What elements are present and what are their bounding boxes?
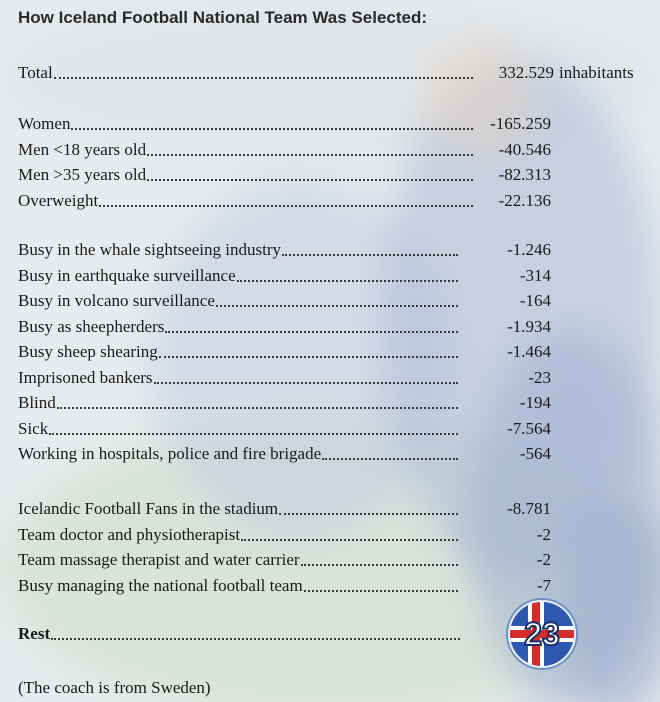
row-value: -194: [519, 393, 551, 412]
row-value: -1.464: [507, 342, 551, 361]
row-value: -8.781: [507, 499, 551, 518]
row-value: -22.136: [498, 190, 551, 210]
dotted-leader: [54, 77, 473, 79]
list-row: Busy in volcano surveillance -164: [18, 289, 658, 313]
list-row: Busy sheep shearing -1.464: [18, 340, 658, 364]
row-label: Icelandic Football Fans in the stadium: [18, 499, 279, 518]
row-label: Women: [18, 114, 71, 133]
row-label: Team doctor and physiotherapist: [18, 524, 241, 544]
row-value: -82.313: [498, 165, 551, 184]
row-value: -164: [519, 291, 551, 310]
row-value: -564: [519, 444, 551, 463]
row-value: -165.259: [490, 114, 551, 133]
row-label: Busy managing the national football team: [18, 575, 303, 595]
row-label: Overweight: [18, 190, 99, 210]
row-value: -1.246: [507, 240, 551, 259]
list-row: Overweight -22.136: [18, 189, 658, 213]
row-label: Busy in earthquake surveillance: [18, 265, 236, 285]
row-value: -2: [536, 524, 551, 544]
unit-label: inhabitants: [559, 63, 634, 82]
dotted-leader: [57, 407, 458, 409]
dotted-leader: [154, 381, 458, 384]
row-value: -40.546: [498, 139, 551, 159]
list-row: Sick -7.564: [18, 417, 658, 441]
row-value: -2: [536, 550, 551, 569]
list-row: Team massage therapist and water carrier…: [18, 548, 658, 572]
dotted-leader: [304, 589, 458, 592]
list-row: Team doctor and physiotherapist -2: [18, 523, 658, 547]
dotted-leader: [99, 204, 473, 207]
list-row: Busy managing the national football team…: [18, 574, 658, 598]
list-row: Imprisoned bankers -23: [18, 366, 658, 390]
rest-count-badge: 23: [523, 615, 561, 653]
list-row: Icelandic Football Fans in the stadium -8…: [18, 497, 658, 521]
row-label: Busy as sheepherders: [18, 316, 165, 336]
dotted-leader: [279, 513, 458, 515]
row-value: -1.934: [507, 316, 551, 336]
list-row: Women -165.259: [18, 112, 658, 136]
dotted-leader: [51, 638, 460, 640]
dotted-leader: [147, 179, 473, 181]
row-value: -23: [528, 367, 551, 387]
row-label: Busy in the whale sightseeing industry: [18, 240, 282, 259]
row-label: Men <18 years old: [18, 139, 147, 159]
dotted-leader: [237, 279, 458, 282]
dotted-leader: [165, 330, 458, 333]
footnote: (The coach is from Sweden): [18, 678, 211, 697]
row-label: Team massage therapist and water carrier: [18, 550, 300, 569]
dotted-leader: [216, 305, 458, 307]
row-label: Rest: [18, 624, 51, 643]
dotted-leader: [282, 254, 458, 256]
list-row: Men <18 years old -40.546: [18, 138, 658, 162]
dotted-leader: [49, 432, 458, 435]
list-row: Busy in the whale sightseeing industry -1…: [18, 238, 658, 262]
list-row: Busy as sheepherders -1.934: [18, 315, 658, 339]
list-row: Men >35 years old -82.313: [18, 163, 658, 187]
row-value: -7: [536, 575, 551, 595]
dotted-leader: [322, 458, 458, 460]
list-row: Blind -194: [18, 391, 658, 415]
list-row: Busy in earthquake surveillance -314: [18, 264, 658, 288]
dotted-leader: [159, 356, 458, 358]
dotted-leader: [71, 128, 473, 130]
dotted-leader: [147, 153, 473, 156]
row-label: Busy sheep shearing: [18, 342, 158, 361]
row-value: -314: [519, 265, 551, 285]
total-row: Total 332.529 inhabitants: [18, 61, 658, 85]
row-label: Blind: [18, 393, 56, 412]
row-label: Men >35 years old: [18, 165, 147, 184]
rest-row: Rest: [18, 622, 658, 646]
row-value: -7.564: [507, 418, 551, 438]
row-label: Imprisoned bankers: [18, 367, 153, 387]
iceland-flag-badge: 23: [508, 600, 576, 668]
row-label: Total: [18, 63, 53, 82]
row-label: Working in hospitals, police and fire br…: [18, 444, 322, 463]
row-label: Busy in volcano surveillance: [18, 291, 215, 310]
list-row: Working in hospitals, police and fire br…: [18, 442, 658, 466]
page-title: How Iceland Football National Team Was S…: [18, 8, 428, 27]
row-label: Sick: [18, 418, 49, 438]
dotted-leader: [241, 538, 458, 541]
row-value: 332.529: [498, 63, 554, 82]
dotted-leader: [301, 564, 458, 566]
